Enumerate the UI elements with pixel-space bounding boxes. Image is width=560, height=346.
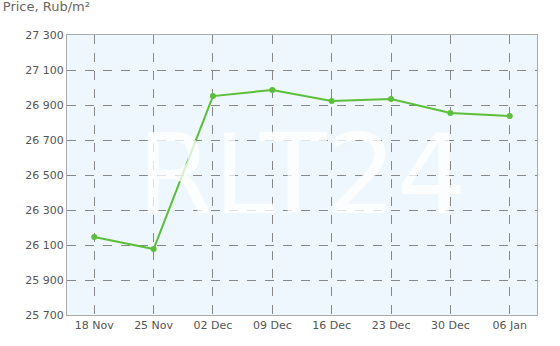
svg-text:26 900: 26 900 <box>25 99 64 112</box>
svg-text:26 500: 26 500 <box>25 169 64 182</box>
svg-text:RLT24: RLT24 <box>137 111 467 239</box>
svg-text:27 100: 27 100 <box>25 64 64 77</box>
svg-text:Price, Rub/m²: Price, Rub/m² <box>3 0 90 14</box>
svg-text:25 Nov: 25 Nov <box>134 319 173 332</box>
svg-text:16 Dec: 16 Dec <box>312 319 351 332</box>
svg-text:25 900: 25 900 <box>25 274 64 287</box>
svg-text:02 Dec: 02 Dec <box>194 319 233 332</box>
svg-text:26 100: 26 100 <box>25 239 64 252</box>
svg-text:27 300: 27 300 <box>25 29 64 42</box>
svg-text:23 Dec: 23 Dec <box>372 319 411 332</box>
svg-text:25 700: 25 700 <box>25 309 64 322</box>
svg-text:26 700: 26 700 <box>25 134 64 147</box>
svg-text:30 Dec: 30 Dec <box>431 319 470 332</box>
svg-text:09 Dec: 09 Dec <box>253 319 292 332</box>
svg-text:18 Nov: 18 Nov <box>75 319 114 332</box>
svg-text:06 Jan: 06 Jan <box>493 319 527 332</box>
svg-text:26 300: 26 300 <box>25 204 64 217</box>
